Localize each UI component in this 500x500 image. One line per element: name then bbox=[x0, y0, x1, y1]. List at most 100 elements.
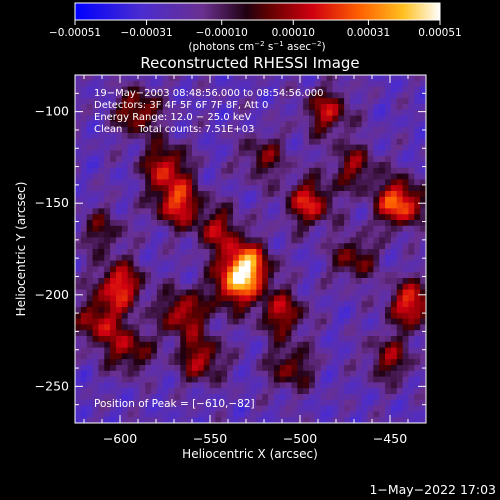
heatmap-cell bbox=[156, 121, 164, 128]
heatmap-cell bbox=[197, 266, 205, 273]
heatmap-cell bbox=[174, 405, 181, 412]
heatmap-cell bbox=[320, 115, 328, 122]
heatmap-cell bbox=[139, 318, 146, 325]
heatmap-cell bbox=[203, 167, 211, 175]
heatmap-cell bbox=[273, 191, 281, 198]
heatmap-cell bbox=[80, 109, 88, 117]
heatmap-cell bbox=[244, 382, 252, 389]
heatmap-cell bbox=[390, 278, 398, 285]
heatmap-cell bbox=[209, 266, 216, 273]
heatmap-cell bbox=[139, 399, 146, 407]
heatmap-cell bbox=[244, 353, 252, 360]
heatmap-cell bbox=[297, 138, 304, 146]
heatmap-cell bbox=[110, 208, 117, 215]
heatmap-cell bbox=[92, 75, 99, 82]
heatmap-cell bbox=[367, 144, 374, 151]
heatmap-cell bbox=[203, 301, 211, 308]
heatmap-cell bbox=[291, 394, 298, 401]
heatmap-cell bbox=[349, 382, 357, 389]
heatmap-cell bbox=[268, 260, 275, 267]
heatmap-cell bbox=[250, 86, 257, 93]
heatmap-cell bbox=[355, 399, 363, 407]
heatmap-cell bbox=[227, 405, 234, 412]
heatmap-cell bbox=[367, 115, 374, 122]
heatmap-cell bbox=[373, 417, 380, 423]
heatmap-cell bbox=[203, 115, 211, 122]
heatmap-cell bbox=[186, 231, 193, 238]
heatmap-cell bbox=[86, 144, 94, 151]
heatmap-cell bbox=[402, 179, 410, 186]
heatmap-cell bbox=[379, 417, 386, 423]
heatmap-cell bbox=[297, 278, 304, 285]
heatmap-cell bbox=[232, 208, 240, 215]
heatmap-cell bbox=[156, 388, 164, 395]
heatmap-cell bbox=[203, 394, 211, 401]
heatmap-cell bbox=[314, 133, 322, 140]
heatmap-cell bbox=[145, 133, 152, 140]
heatmap-cell bbox=[127, 353, 135, 360]
heatmap-cell bbox=[285, 150, 293, 157]
heatmap-cell bbox=[338, 260, 345, 267]
heatmap-cell bbox=[174, 220, 181, 227]
heatmap-cell bbox=[192, 365, 199, 372]
heatmap-cell bbox=[373, 185, 380, 192]
heatmap-cell bbox=[186, 173, 193, 180]
heatmap-cell bbox=[203, 283, 211, 291]
heatmap-cell bbox=[151, 208, 158, 215]
annotation-time-range: 19−May−2003 08:48:56.000 to 08:54:56.000 bbox=[94, 88, 324, 99]
heatmap-cell bbox=[151, 133, 158, 140]
heatmap-cell bbox=[320, 359, 328, 366]
heatmap-cell bbox=[80, 365, 88, 372]
heatmap-cell bbox=[338, 347, 345, 354]
heatmap-cell bbox=[98, 295, 105, 302]
heatmap-cell bbox=[414, 324, 421, 331]
heatmap-cell bbox=[127, 382, 135, 389]
heatmap-cell bbox=[168, 324, 176, 331]
heatmap-cell bbox=[385, 330, 392, 337]
heatmap-cell bbox=[385, 365, 392, 372]
heatmap-cell bbox=[344, 196, 351, 204]
heatmap-cell bbox=[86, 283, 94, 291]
heatmap-cell bbox=[279, 104, 287, 111]
heatmap-cell bbox=[320, 336, 328, 343]
heatmap-cell bbox=[303, 365, 310, 372]
heatmap-cell bbox=[192, 109, 199, 117]
heatmap-cell bbox=[367, 208, 374, 215]
heatmap-cell bbox=[238, 272, 246, 279]
heatmap-cell bbox=[396, 104, 404, 111]
heatmap-cell bbox=[238, 318, 246, 325]
heatmap-cell bbox=[390, 92, 398, 99]
heatmap-cell bbox=[373, 86, 380, 93]
heatmap-cell bbox=[262, 330, 269, 337]
heatmap-cell bbox=[291, 278, 298, 285]
heatmap-cell bbox=[104, 249, 111, 256]
peak-position-label: Position of Peak = [−610,−82] bbox=[94, 398, 255, 410]
heatmap-cell bbox=[279, 115, 287, 122]
heatmap-cell bbox=[320, 80, 328, 88]
heatmap-cell bbox=[414, 179, 421, 186]
heatmap-cell bbox=[361, 109, 369, 117]
heatmap-cell bbox=[402, 376, 410, 383]
heatmap-cell bbox=[197, 365, 205, 372]
heatmap-cell bbox=[314, 225, 322, 233]
heatmap-cell bbox=[408, 156, 415, 163]
heatmap-cell bbox=[75, 382, 82, 389]
heatmap-cell bbox=[197, 208, 205, 215]
heatmap-cell bbox=[238, 324, 246, 331]
heatmap-cell bbox=[75, 237, 82, 244]
heatmap-cell bbox=[215, 353, 222, 360]
heatmap-cell bbox=[344, 353, 351, 360]
heatmap-cell bbox=[379, 405, 386, 412]
heatmap-cell bbox=[92, 104, 99, 111]
heatmap-cell bbox=[180, 347, 187, 354]
heatmap-cell bbox=[156, 202, 164, 209]
heatmap-cell bbox=[156, 86, 164, 93]
heatmap-cell bbox=[285, 214, 293, 221]
heatmap-cell bbox=[297, 307, 304, 314]
heatmap-cell bbox=[385, 289, 392, 296]
heatmap-cell bbox=[145, 312, 152, 320]
heatmap-cell bbox=[221, 196, 228, 204]
heatmap-cell bbox=[209, 104, 216, 111]
heatmap-cell bbox=[145, 301, 152, 308]
heatmap-cell bbox=[203, 109, 211, 117]
